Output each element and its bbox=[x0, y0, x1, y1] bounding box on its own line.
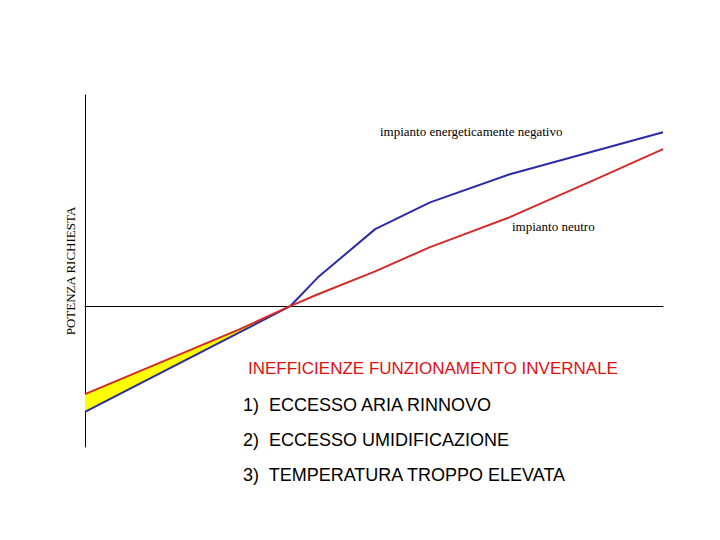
svg-text:INEFFICIENZE FUNZIONAMENTO INV: INEFFICIENZE FUNZIONAMENTO INVERNALE bbox=[248, 359, 618, 378]
svg-text:impianto neutro: impianto neutro bbox=[512, 219, 595, 234]
svg-text:2) ECCESSO UMIDIFICAZIONE: 2) ECCESSO UMIDIFICAZIONE bbox=[243, 430, 509, 450]
svg-text:POTENZA RICHIESTA: POTENZA RICHIESTA bbox=[63, 206, 78, 335]
svg-text:impianto energeticamente negat: impianto energeticamente negativo bbox=[380, 124, 562, 139]
svg-text:1) ECCESSO ARIA RINNOVO: 1) ECCESSO ARIA RINNOVO bbox=[243, 395, 491, 415]
svg-text:3) TEMPERATURA TROPPO ELEVATA: 3) TEMPERATURA TROPPO ELEVATA bbox=[243, 465, 565, 485]
